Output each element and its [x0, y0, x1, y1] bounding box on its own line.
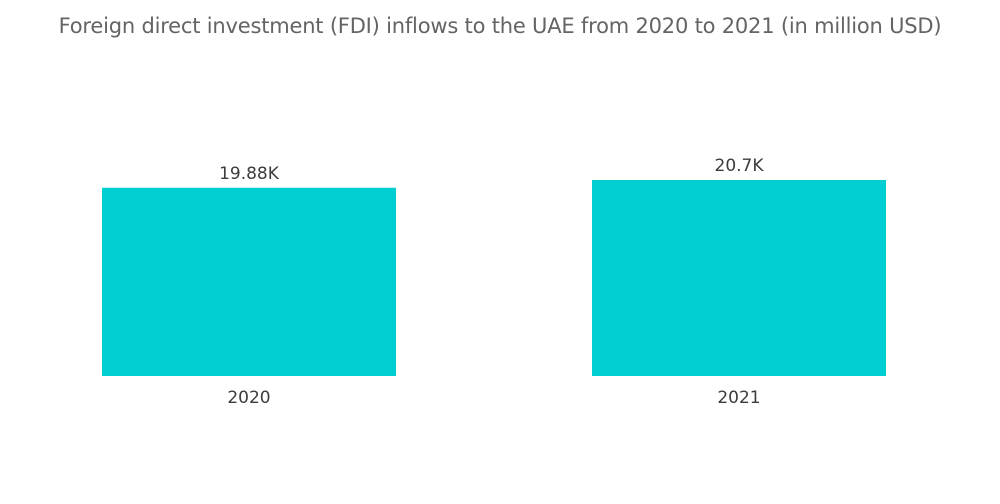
chart-title: Foreign direct investment (FDI) inflows … [58, 14, 942, 38]
x-tick-label-2021: 2021 [717, 388, 760, 408]
bar-2021 [592, 180, 886, 376]
bar-2020 [102, 187, 396, 376]
data-label-2021: 20.7K [715, 156, 765, 176]
x-tick-label-2020: 2020 [227, 388, 270, 408]
data-label-2020: 19.88K [219, 164, 280, 184]
